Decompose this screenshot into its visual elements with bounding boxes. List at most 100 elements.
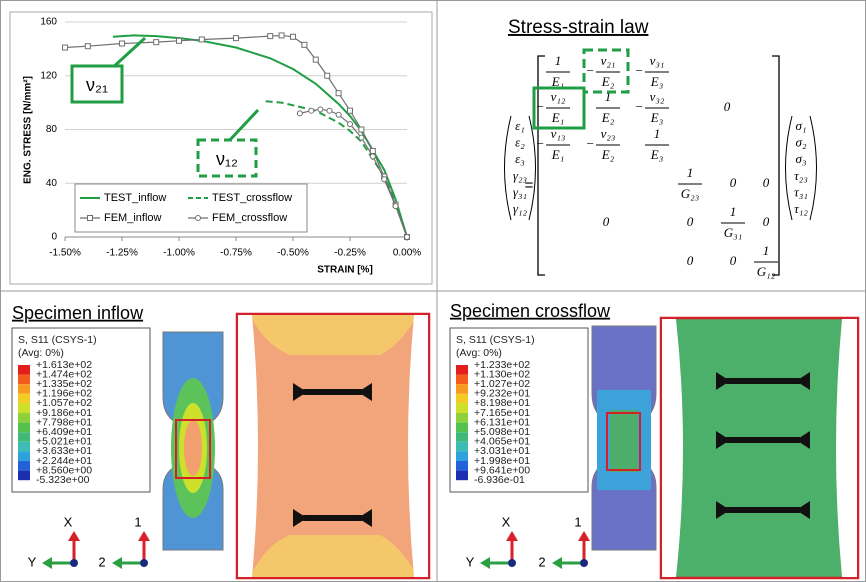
matrix-den: E₂: [601, 110, 615, 125]
axis-label: 1: [574, 514, 581, 529]
marker: [313, 57, 318, 62]
matrix-sign: −: [635, 63, 644, 78]
matrix-zero: 0: [730, 253, 737, 268]
contour-swatch: [456, 413, 468, 423]
arrow-head: [578, 531, 590, 541]
marker: [370, 154, 375, 159]
contour-label: -6.936e-01: [474, 474, 525, 486]
y-tick-label: 120: [40, 70, 57, 81]
contour-swatch: [18, 403, 30, 413]
matrix-num: 1: [763, 243, 770, 258]
y-axis-title: ENG. STRESS [N/mm²]: [23, 76, 34, 184]
contour-swatch: [18, 394, 30, 404]
equals: =: [525, 177, 534, 194]
matrix-zero: 0: [687, 253, 694, 268]
x-tick-label: -0.25%: [334, 248, 366, 259]
contour-swatch: [456, 403, 468, 413]
marker: [348, 122, 353, 127]
series-line: [300, 109, 407, 237]
contour-swatch: [18, 413, 30, 423]
marker: [268, 34, 273, 39]
matrix-num: ν₃₁: [650, 53, 665, 68]
specimen-edge: [238, 315, 258, 577]
x-tick-label: -1.50%: [49, 248, 81, 259]
matrix-zero: 0: [730, 175, 737, 190]
marker: [325, 73, 330, 78]
marker: [85, 44, 90, 49]
contour-swatch: [456, 461, 468, 471]
matrix-zero: 0: [763, 175, 770, 190]
contour-band: [184, 420, 202, 476]
contour-swatch: [18, 442, 30, 452]
matrix-den: E₂: [601, 74, 615, 89]
contour-swatch: [456, 432, 468, 442]
matrix-sign: −: [536, 99, 545, 114]
legend-subtitle: (Avg: 0%): [18, 347, 64, 359]
marker: [336, 91, 341, 96]
matrix-num: 1: [555, 53, 562, 68]
contour-swatch: [456, 442, 468, 452]
contour-swatch: [456, 375, 468, 385]
matrix-den: G₁₂: [757, 264, 776, 279]
vector-entry: ε₁: [515, 118, 525, 133]
matrix-num: ν₂₃: [601, 126, 616, 141]
matrix-num: ν₃₂: [650, 89, 665, 104]
marker: [318, 107, 323, 112]
matrix-den: G₂₃: [681, 186, 699, 201]
matrix-zero: 0: [763, 214, 770, 229]
axis-label: 1: [134, 514, 141, 529]
matrix-den: G₃₁: [724, 225, 742, 240]
y-tick-label: 160: [40, 17, 57, 28]
vector-entry: σ₁: [796, 118, 807, 133]
specimen-edge: [408, 315, 428, 577]
vector-entry: τ₃₁: [794, 184, 808, 199]
vector-entry: τ₁₂: [794, 201, 808, 216]
contour-swatch: [456, 423, 468, 433]
x-tick-label: -1.00%: [163, 248, 195, 259]
arrow-head: [42, 557, 52, 569]
x-tick-label: 0.00%: [393, 248, 421, 259]
x-tick-label: -1.25%: [106, 248, 138, 259]
x-tick-label: -0.75%: [220, 248, 252, 259]
contour-swatch: [456, 365, 468, 375]
vector-entry: σ₃: [796, 151, 807, 166]
bracket: [772, 56, 779, 275]
marker: [63, 45, 68, 50]
paren: [810, 116, 817, 220]
contour-swatch: [456, 471, 468, 481]
equation-title: Stress-strain law: [508, 17, 649, 38]
axis-label: X: [64, 514, 73, 529]
contour-swatch: [18, 365, 30, 375]
gauge-mark: [726, 378, 800, 384]
marker: [309, 108, 314, 113]
y-tick-label: 80: [46, 124, 58, 135]
contour-swatch: [18, 461, 30, 471]
panel-title: Specimen inflow: [12, 303, 144, 323]
axis-origin: [140, 559, 148, 567]
contour-label: -5.323e+00: [36, 474, 90, 486]
y-tick-label: 40: [46, 178, 58, 189]
paren: [505, 116, 512, 220]
legend-title: S, S11 (CSYS-1): [18, 334, 97, 346]
marker: [154, 40, 159, 45]
legend-title: S, S11 (CSYS-1): [456, 334, 535, 346]
arrow-head: [506, 531, 518, 541]
arrow-head: [112, 557, 122, 569]
matrix-zero: 0: [724, 99, 731, 114]
matrix-den: E₃: [650, 74, 663, 89]
marker: [302, 42, 307, 47]
paren: [529, 116, 536, 220]
legend-subtitle: (Avg: 0%): [456, 347, 502, 359]
matrix-num: 1: [687, 165, 694, 180]
vector-entry: ε₃: [515, 151, 525, 166]
contour-swatch: [18, 451, 30, 461]
matrix-den: E₃: [650, 147, 663, 162]
matrix-num: ν₁₂: [551, 89, 566, 104]
gauge-mark: [726, 437, 800, 443]
vector-entry: τ₂₃: [794, 168, 808, 183]
marker: [382, 177, 387, 182]
marker: [120, 41, 125, 46]
legend-label: TEST_crossflow: [212, 192, 292, 204]
contour-swatch: [18, 432, 30, 442]
legend-label: FEM_crossflow: [212, 212, 287, 224]
